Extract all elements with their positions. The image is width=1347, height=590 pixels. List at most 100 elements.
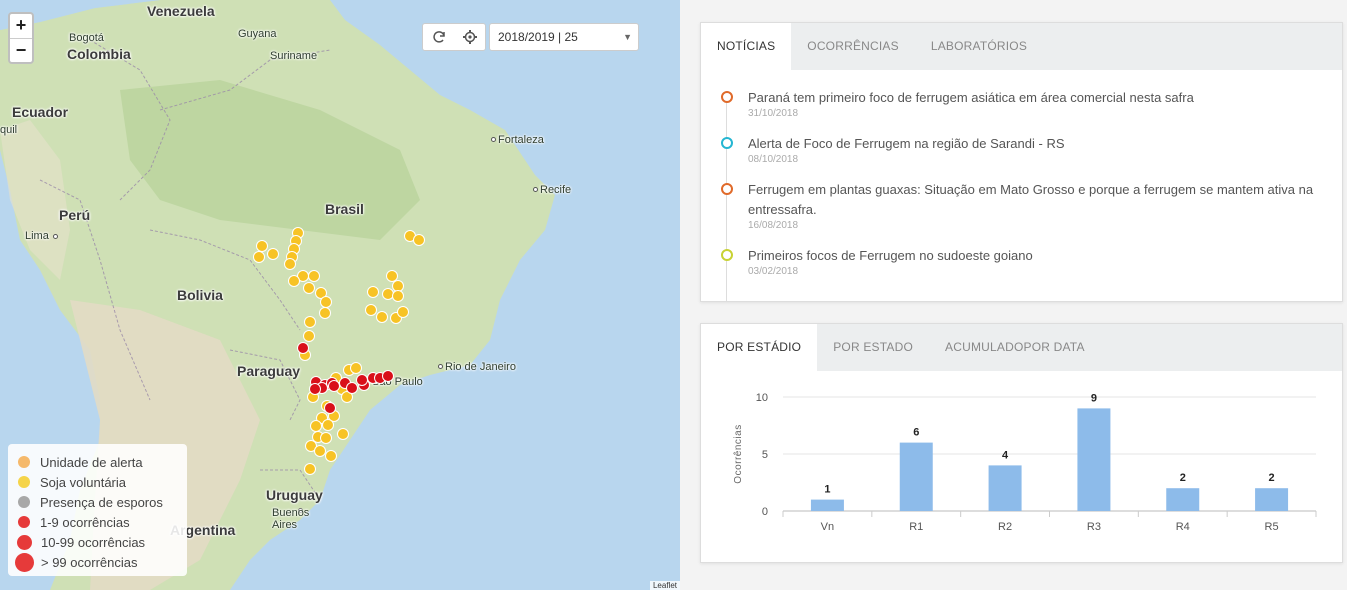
country-label-peru: Perú: [59, 207, 91, 223]
news-date: 31/10/2018: [748, 108, 799, 119]
season-select[interactable]: 2018/2019 | 25 ▼: [489, 23, 639, 51]
occurrence-marker[interactable]: [324, 402, 336, 414]
country-label-brasil: Brasil: [325, 201, 364, 217]
news-title[interactable]: Ferrugem em plantas guaxas: Situação em …: [748, 182, 1314, 217]
map-tools: [422, 23, 486, 51]
news-item[interactable]: Primeiros focos de Ferrugem no sudoeste …: [721, 246, 1322, 278]
y-axis-label: Ocorrências: [733, 424, 744, 483]
occurrence-marker[interactable]: [309, 383, 321, 395]
city-marker-fortaleza: [491, 137, 496, 142]
zoom-out-button[interactable]: −: [10, 38, 32, 62]
tab-por-estado[interactable]: POR ESTADO: [833, 340, 914, 354]
x-tick-label: R1: [909, 521, 923, 533]
volunteer-soy-marker[interactable]: [376, 311, 388, 323]
timeline-line: [726, 100, 727, 302]
bar-value-label: 2: [1180, 472, 1186, 484]
volunteer-soy-marker[interactable]: [350, 362, 362, 374]
volunteer-soy-marker[interactable]: [397, 306, 409, 318]
volunteer-soy-marker[interactable]: [325, 450, 337, 462]
volunteer-soy-marker[interactable]: [322, 419, 334, 431]
tab-por-estadio[interactable]: POR ESTÁDIO: [701, 324, 818, 371]
refresh-icon[interactable]: [423, 24, 454, 50]
x-tick-label: R3: [1087, 521, 1101, 533]
legend-swatch-icon: [18, 516, 30, 528]
occurrence-markers: [253, 227, 425, 475]
volunteer-soy-marker[interactable]: [308, 270, 320, 282]
volunteer-soy-marker[interactable]: [305, 440, 317, 452]
map-view[interactable]: Venezuela Colombia Ecuador Perú Bolivia …: [0, 0, 680, 590]
volunteer-soy-marker[interactable]: [303, 282, 315, 294]
occurrence-marker[interactable]: [356, 374, 368, 386]
country-label-colombia: Colombia: [67, 46, 131, 62]
country-label-paraguay: Paraguay: [237, 363, 301, 379]
country-label-ecuador: Ecuador: [12, 104, 69, 120]
bar-value-label: 2: [1269, 472, 1275, 484]
volunteer-soy-marker[interactable]: [382, 288, 394, 300]
occurrence-marker[interactable]: [346, 382, 358, 394]
timeline-dot-icon: [721, 249, 733, 261]
news-tabs: NOTÍCIAS OCORRÊNCIAS LABORATÓRIOS: [701, 23, 1342, 70]
news-title[interactable]: Primeiros focos de Ferrugem no sudoeste …: [748, 248, 1033, 263]
news-item[interactable]: Ferrugem em plantas guaxas: Situação em …: [721, 180, 1322, 232]
country-label-venezuela: Venezuela: [147, 3, 215, 19]
bar-value-label: 6: [913, 427, 919, 439]
tab-laboratorios[interactable]: LABORATÓRIOS: [930, 39, 1028, 53]
city-label-lima: Lima: [25, 230, 49, 242]
city-marker-buenos-aires: [298, 508, 303, 513]
volunteer-soy-marker[interactable]: [267, 248, 279, 260]
bar: [810, 499, 844, 511]
gear-icon[interactable]: [454, 24, 485, 50]
news-title[interactable]: Alerta de Foco de Ferrugem na região de …: [748, 136, 1065, 151]
bar-chart-svg: 0 5 10 Ocorrências 1 Vn 6 R1 4 R2 9 R3 2 R4 2 R5: [733, 392, 1317, 533]
volunteer-soy-marker[interactable]: [253, 251, 265, 263]
leaflet-attribution-link[interactable]: Leaflet: [649, 581, 680, 590]
volunteer-soy-marker[interactable]: [284, 258, 296, 270]
legend-item-spores: Presença de esporos: [18, 492, 177, 512]
volunteer-soy-marker[interactable]: [341, 391, 353, 403]
tab-acumulado-por-data[interactable]: ACUMULADOPOR DATA: [945, 340, 1085, 354]
volunteer-soy-marker[interactable]: [392, 290, 404, 302]
x-tick-label: Vn: [821, 521, 834, 533]
tab-ocorrencias[interactable]: OCORRÊNCIAS: [807, 39, 899, 53]
bar: [1255, 488, 1289, 511]
occurrence-marker[interactable]: [297, 342, 309, 354]
tab-noticias[interactable]: NOTÍCIAS: [701, 23, 792, 70]
volunteer-soy-marker[interactable]: [310, 420, 322, 432]
legend-swatch-icon: [17, 534, 32, 550]
volunteer-soy-marker[interactable]: [304, 316, 316, 328]
volunteer-soy-marker[interactable]: [367, 286, 379, 298]
chevron-down-icon: ▼: [623, 32, 632, 42]
volunteer-soy-marker[interactable]: [392, 280, 404, 292]
bar: [899, 442, 933, 511]
news-title[interactable]: Paraná tem primeiro foco de ferrugem asi…: [748, 90, 1194, 105]
volunteer-soy-marker[interactable]: [337, 428, 349, 440]
bar: [1166, 488, 1200, 511]
news-item[interactable]: Paraná tem primeiro foco de ferrugem asi…: [721, 88, 1322, 120]
volunteer-soy-marker[interactable]: [365, 304, 377, 316]
volunteer-soy-marker[interactable]: [320, 432, 332, 444]
legend-item-1-9: 1-9 ocorrências: [18, 512, 177, 532]
city-marker-rio: [438, 364, 443, 369]
legend-item-alert-unit: Unidade de alerta: [18, 452, 177, 472]
occurrence-marker[interactable]: [382, 370, 394, 382]
volunteer-soy-marker[interactable]: [386, 270, 398, 282]
volunteer-soy-marker[interactable]: [314, 445, 326, 457]
volunteer-soy-marker[interactable]: [304, 463, 316, 475]
country-label-bolivia: Bolivia: [177, 287, 223, 303]
volunteer-soy-marker[interactable]: [303, 330, 315, 342]
volunteer-soy-marker[interactable]: [320, 296, 332, 308]
zoom-in-button[interactable]: +: [15, 15, 27, 35]
x-tick-label: R5: [1265, 521, 1279, 533]
y-tick-label: 10: [756, 392, 768, 404]
news-list[interactable]: Paraná tem primeiro foco de ferrugem asi…: [701, 70, 1342, 302]
news-item[interactable]: Alerta de Foco de Ferrugem na região de …: [721, 134, 1322, 166]
legend-item-99-plus: > 99 ocorrências: [15, 552, 177, 572]
volunteer-soy-marker[interactable]: [315, 287, 327, 299]
volunteer-soy-marker[interactable]: [413, 234, 425, 246]
occurrence-marker[interactable]: [328, 380, 340, 392]
volunteer-soy-marker[interactable]: [288, 275, 300, 287]
volunteer-soy-marker[interactable]: [319, 307, 331, 319]
x-tick-label: R2: [998, 521, 1012, 533]
legend-swatch-icon: [18, 496, 30, 508]
volunteer-soy-marker[interactable]: [256, 240, 268, 252]
